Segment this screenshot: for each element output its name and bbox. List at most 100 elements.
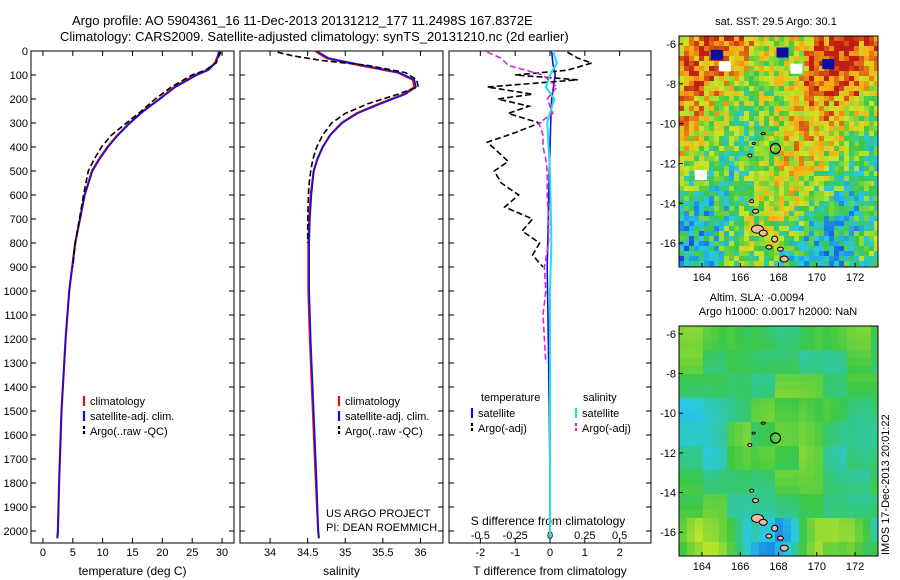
sst-map-cell [724,261,730,267]
sst-map-cell [794,166,800,172]
difference-xtick-label-3: 1 [582,547,588,559]
sst-map-cell [854,166,860,172]
sst-map-cell [699,81,705,87]
sst-map-cell [734,76,740,82]
sla-map-cell [687,494,696,503]
sla-map-cell [767,470,776,479]
sst-map-cell [819,91,825,97]
sst-map-cell [799,211,805,217]
sla-map-cell [695,390,704,399]
sst-map-cell [769,216,775,222]
sla-map-cell [751,534,760,543]
sst-map-cell [684,171,690,177]
sst-map-cell [749,56,755,62]
sst-map-cell [784,126,790,132]
sla-map-cell [703,526,712,535]
sst-map-cell [824,156,830,162]
sla-map-cell [823,430,832,439]
salinity-xtick-label-1: 34.5 [297,547,318,559]
sla-map-cell [751,342,760,351]
sla-map-cell [775,422,784,431]
sst-map-cell [754,256,760,262]
sst-map-cell [859,246,865,252]
sla-map-cell [703,550,712,556]
sla-map-cell [775,350,784,359]
sst-map-cell [769,116,775,122]
sst-map-cell [729,221,735,227]
sla-map-cell [695,534,704,543]
sst-map-cell [764,46,770,52]
sla-map-cell [783,358,792,367]
sst-map-cell [684,96,690,102]
sla-map-cell [775,326,784,335]
sla-map-cell [871,462,878,471]
sla-map-cell [735,454,744,463]
sla-map-cell [855,446,864,455]
sst-map-cell [829,56,835,62]
sst-map-cell [789,246,795,252]
sst-map-cell [684,91,690,97]
sst-map-cell [684,101,690,107]
sla-map-cell [695,422,704,431]
sst-map-cell [774,156,780,162]
sla-map-cell [767,478,776,487]
sst-map-cell [734,111,740,117]
sst-map-cell [729,201,735,207]
sst-map-cell [724,201,730,207]
sla-map-cell [703,454,712,463]
sst-map-cell [839,251,845,257]
sst-map-cell [764,81,770,87]
sst-map-cell [679,51,685,57]
sst-map-cell [769,76,775,82]
sst-map-cell [699,111,705,117]
sla-map-cell [823,478,832,487]
sla-map-xtick-label-3: 170 [808,561,826,573]
sla-map-cell [823,518,832,527]
sst-map-cell [754,36,760,42]
sst-map-cell [749,161,755,167]
sst-map-cell [779,86,785,92]
sst-map-cell [769,151,775,157]
sst-map-cell [814,176,820,182]
sst-map-cell [764,126,770,132]
sst-map-cell [749,121,755,127]
sst-map-cell [769,131,775,137]
sla-map-cell [871,494,878,503]
sla-map-cell [759,486,768,495]
sst-map-cell [849,76,855,82]
sst-map-cell [754,261,760,267]
difference-legend-label-3: Argo(-adj) [582,423,631,435]
sla-map-cell [791,334,800,343]
sst-map-cell [739,121,745,127]
sla-map-cell [823,542,832,551]
sst-map-cell [744,226,750,232]
sst-map-cell [694,221,700,227]
sla-map-cell [695,398,704,407]
sst-map-cell [709,251,715,257]
sst-map-cell [739,141,745,147]
sst-map-cell [704,221,710,227]
sst-map-cell [734,156,740,162]
sst-map-cell [839,186,845,192]
sla-map-cell [815,462,824,471]
sst-map-cell [699,221,705,227]
sst-map-cell [704,231,710,237]
sst-map-cell [709,111,715,117]
sst-map-cell [689,106,695,112]
sla-map-cell [751,326,760,335]
sst-map-cell [729,116,735,122]
sst-map-cell [694,86,700,92]
sla-map-cell [855,550,864,556]
sla-map-cell [711,374,720,383]
sst-map-cell [794,191,800,197]
sst-map-cell [729,261,735,267]
sla-map-cell [847,534,856,543]
sla-map-cell [783,342,792,351]
sst-map-cell [764,151,770,157]
sst-map-cell [844,251,850,257]
sla-map-cell [751,454,760,463]
sst-map-cell [834,131,840,137]
sst-map-cell [719,261,725,267]
sla-map-cell [679,470,688,479]
sst-map-cell [729,101,735,107]
